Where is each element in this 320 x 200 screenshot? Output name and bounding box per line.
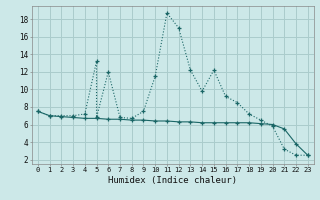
X-axis label: Humidex (Indice chaleur): Humidex (Indice chaleur) (108, 176, 237, 185)
